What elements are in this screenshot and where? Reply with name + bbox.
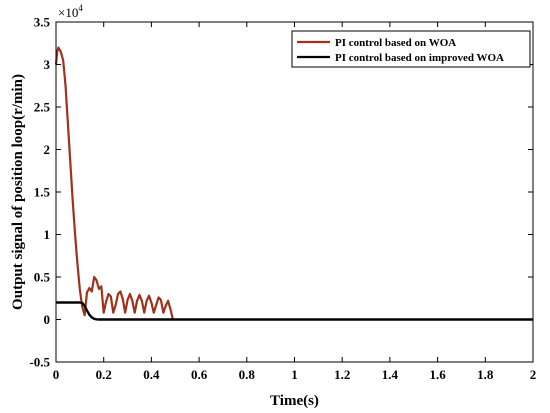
legend: PI control based on WOA PI control based…: [291, 30, 531, 68]
x-tick-label: 2: [530, 367, 537, 382]
x-tick-label: 0.6: [191, 367, 208, 382]
y-axis-multiplier-base: ×10: [58, 5, 78, 20]
x-tick-label: 1.4: [382, 367, 399, 382]
series-layer: [54, 46, 533, 321]
y-tick-label: 1: [44, 227, 51, 242]
y-axis-multiplier-exponent: 4: [78, 3, 83, 13]
x-axis-label: Time(s): [270, 393, 319, 409]
x-tick-label: 0.2: [96, 367, 112, 382]
x-tick-label: 0: [53, 367, 60, 382]
y-tick-label: 2: [44, 142, 51, 157]
series-line-improved-woa: [56, 301, 533, 321]
y-tick-label: 1.5: [34, 185, 51, 200]
y-tick-label: 3: [44, 57, 51, 72]
legend-entry-woa: PI control based on WOA: [335, 37, 456, 49]
x-tick-label: 1: [291, 367, 298, 382]
x-tick-label: 1.2: [334, 367, 350, 382]
y-axis-multiplier: ×104: [58, 3, 83, 20]
y-tick-label: 0: [44, 312, 51, 327]
y-tick-label: 3.5: [34, 15, 51, 30]
x-tick-label: 0.8: [239, 367, 256, 382]
legend-entry-improved-woa: PI control based on improved WOA: [335, 52, 504, 64]
y-tick-label: 0.5: [34, 270, 51, 285]
x-tick-label: 1.6: [429, 367, 446, 382]
legend-box: [291, 30, 531, 68]
x-tick-label: 0.4: [143, 367, 160, 382]
y-tick-label: -0.5: [29, 355, 50, 370]
x-tick-label: 1.8: [477, 367, 494, 382]
ticks-layer: 0 0.2 0.4 0.6 0.8 1 1.2 1.4 1.6 1.8 2-0.500.511.52…: [29, 15, 536, 383]
series-line-woa: [54, 46, 174, 320]
y-tick-label: 2.5: [34, 100, 51, 115]
y-axis-label: Output signal of position loop(r/min): [10, 74, 26, 310]
